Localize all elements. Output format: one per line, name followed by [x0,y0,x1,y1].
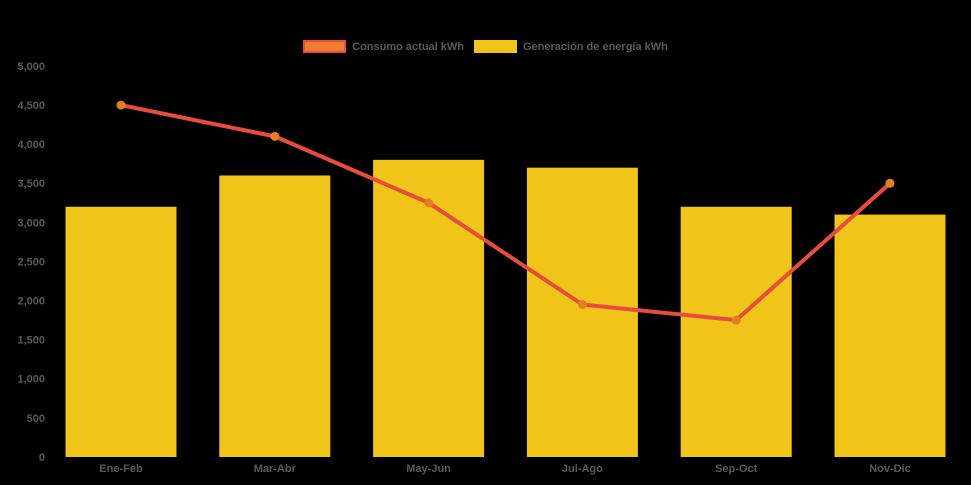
legend-label: Consumo actual kWh [352,40,464,53]
y-tick-label: 2,500 [17,256,45,268]
bar-generacion-energia [834,214,946,457]
y-tick-label: 3,000 [17,217,45,229]
legend-item-consumo[interactable]: Consumo actual kWh [303,40,464,53]
line-point-marker [116,100,126,110]
x-axis-label: May-Jun [406,463,451,475]
bar-generacion-energia [680,206,792,457]
x-axis-label: Nov-Dic [869,463,911,475]
line-consumo-actual [119,103,892,323]
x-axis-label: Jul-Ago [562,463,603,475]
legend-item-generacion[interactable]: Generación de energía kWh [473,40,668,53]
y-tick-label: 500 [27,413,45,425]
legend-swatch-consumo [303,40,347,53]
x-axis-label: Mar-Abr [254,463,297,475]
chart-legend: Consumo actual kWh Generación de energía … [0,40,971,53]
y-tick-label: 1,000 [17,374,45,386]
bar-generacion-energia [219,175,331,458]
bar-generacion-energia [526,167,638,457]
y-tick-label: 4,000 [17,139,45,151]
line-point-marker [270,131,280,141]
y-tick-label: 0 [39,452,45,464]
line-point-marker [424,198,434,208]
line-point-marker [731,315,741,325]
y-tick-label: 2,000 [17,295,45,307]
y-tick-label: 3,500 [17,178,45,190]
y-tick-label: 4,500 [17,100,45,112]
y-tick-label: 5,000 [17,61,45,73]
x-axis-label: Sep-Oct [715,463,758,475]
legend-label: Generación de energía kWh [522,40,668,53]
x-axis-label: Ene-Feb [99,463,143,475]
line-point-marker [885,178,895,188]
line-point-marker [577,300,587,310]
bar-generacion-energia [373,159,485,457]
bar-generacion-energia [65,206,177,457]
y-tick-label: 1,500 [17,335,45,347]
legend-swatch-generacion [473,40,517,53]
